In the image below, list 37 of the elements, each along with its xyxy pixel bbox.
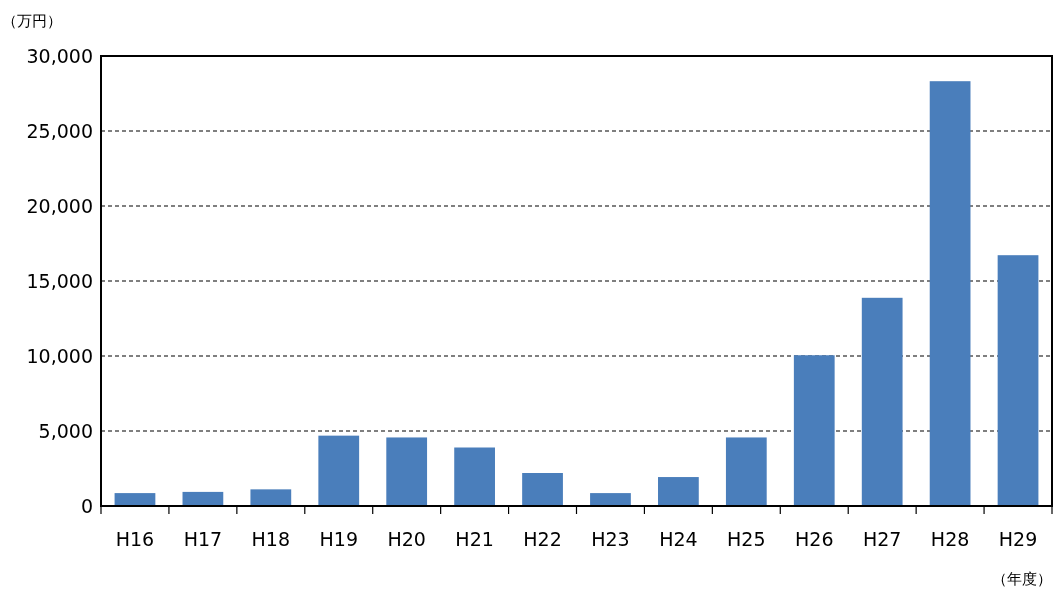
x-tick-label: H25: [727, 528, 766, 550]
bar: [182, 491, 224, 506]
bar: [386, 437, 428, 506]
bar: [590, 493, 631, 506]
bar: [522, 473, 563, 506]
x-tick-label: H16: [115, 528, 155, 550]
bar: [250, 489, 292, 506]
x-tick-label: H24: [659, 528, 698, 550]
y-tick-label: 15,000: [26, 270, 93, 292]
x-tick-label: H21: [455, 528, 494, 550]
bar: [861, 297, 903, 506]
bar: [793, 355, 835, 506]
x-tick-label: H26: [795, 528, 834, 550]
x-axis-title: （年度）: [992, 570, 1052, 588]
x-tick-label: H18: [251, 528, 291, 550]
y-tick-label: 5,000: [38, 420, 93, 442]
bar: [318, 435, 360, 506]
x-tick-label: H17: [183, 528, 223, 550]
bar: [725, 437, 767, 506]
bar: [658, 477, 699, 506]
y-tick-label: 20,000: [26, 195, 93, 217]
x-tick-label: H20: [387, 528, 426, 550]
x-tick-label: H27: [862, 528, 902, 550]
x-tick-label: H23: [591, 528, 630, 550]
x-tick-label: H29: [998, 528, 1038, 550]
x-tick-label: H22: [523, 528, 562, 550]
y-tick-label: 25,000: [26, 120, 93, 142]
x-tick-label: H28: [930, 528, 970, 550]
x-tick-label: H19: [319, 528, 358, 550]
y-tick-label: 10,000: [26, 345, 93, 367]
y-axis-title: （万円）: [2, 12, 62, 30]
bar: [997, 255, 1039, 506]
bar: [929, 81, 971, 506]
y-tick-label: 0: [80, 495, 93, 517]
bar: [114, 493, 156, 506]
bar: [454, 447, 495, 506]
y-tick-label: 30,000: [26, 45, 93, 67]
